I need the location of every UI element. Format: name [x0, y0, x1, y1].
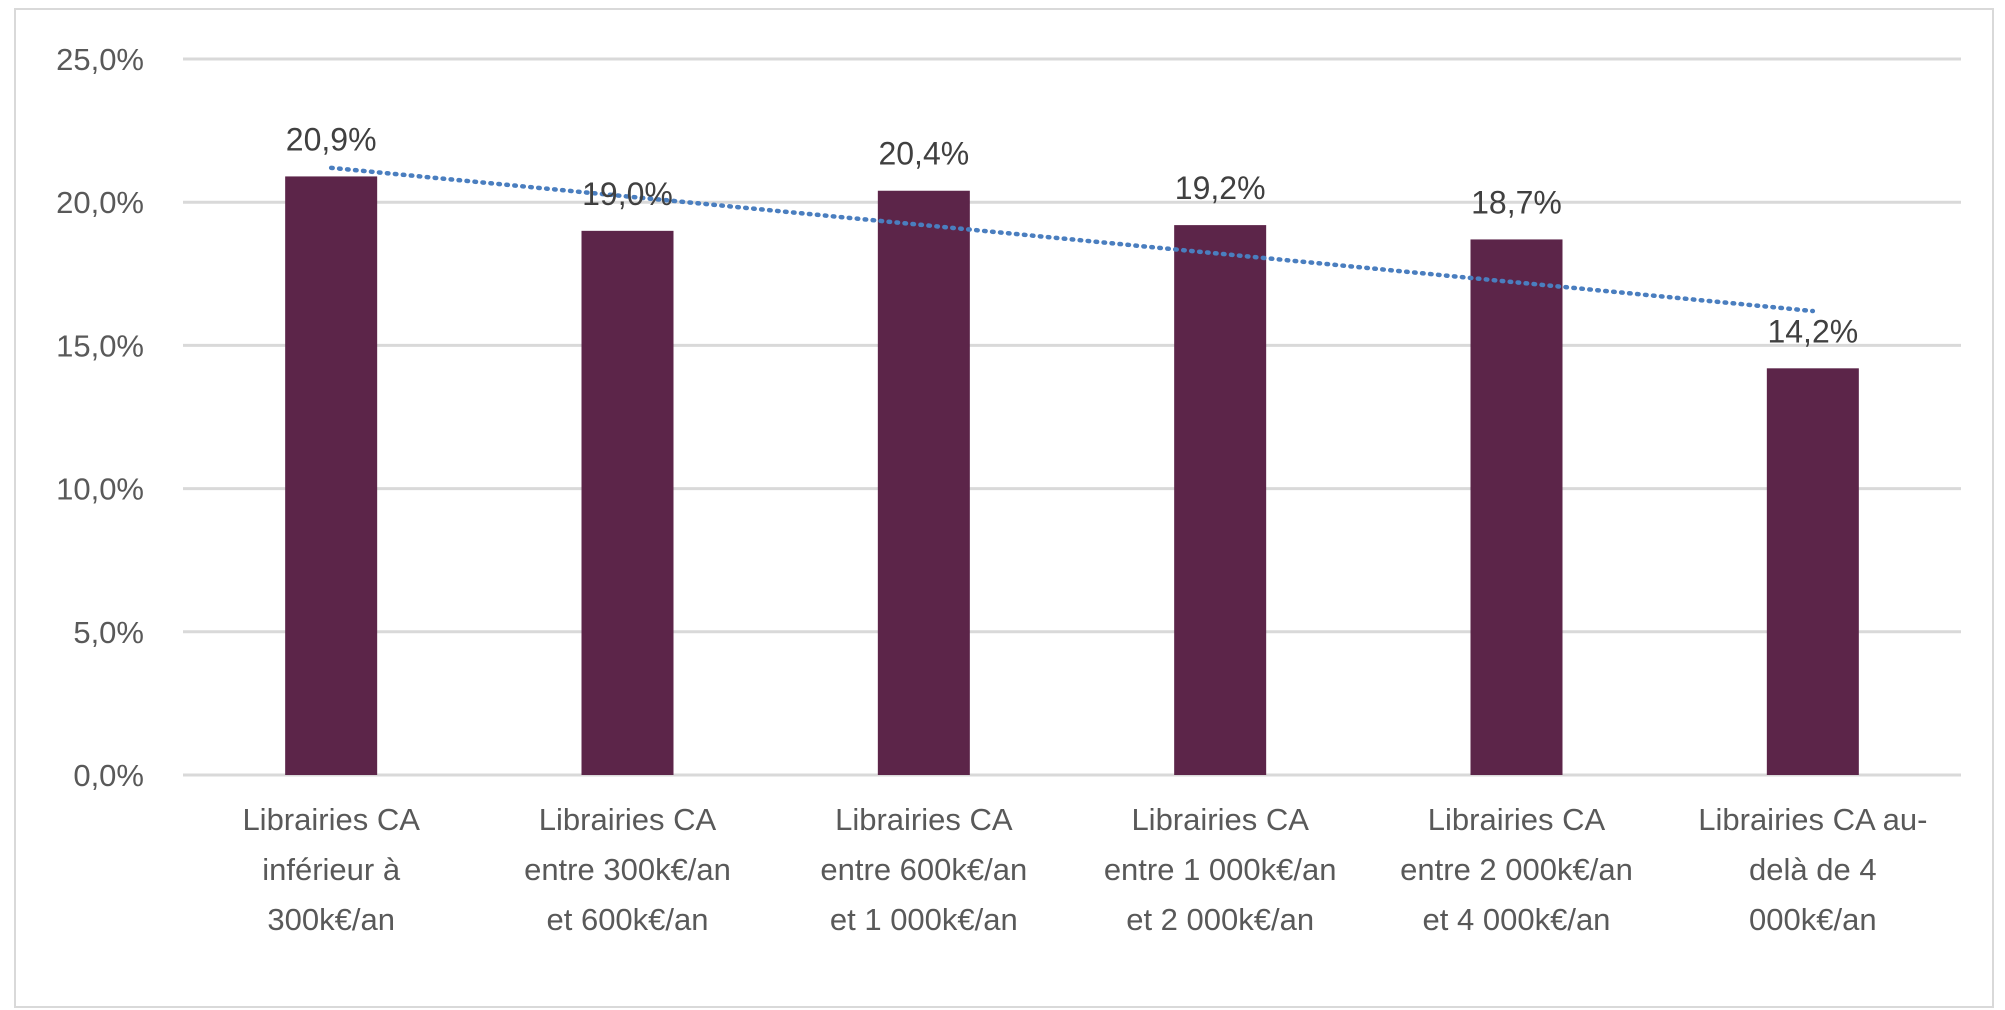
category-label-line: Librairies CA	[1428, 802, 1606, 837]
bar	[581, 230, 674, 776]
y-axis-tick-labels: 0,0% 5,0% 10,0% 15,0% 20,0% 25,0%	[56, 42, 144, 793]
category-label-line: Librairies CA	[242, 802, 420, 837]
category-label: Librairies CA entre 2 000k€/an et 4 000k€/…	[1400, 802, 1633, 937]
trendline-layer	[328, 165, 1816, 314]
y-tick-label: 15,0%	[56, 328, 144, 363]
category-label-line: entre 300k€/an	[524, 852, 731, 887]
data-label: 19,2%	[1175, 170, 1266, 206]
category-label-line: Librairies CA	[539, 802, 717, 837]
data-labels: 20,9% 19,0% 20,4% 19,2% 18,7% 14,2%	[286, 121, 1858, 349]
category-label-line: delà de 4	[1749, 852, 1877, 887]
data-label: 19,0%	[582, 176, 673, 212]
x-axis-category-labels: Librairies CA inférieur à 300k€/anLibrairi…	[242, 802, 1927, 937]
category-label: Librairies CA inférieur à 300k€/an	[242, 802, 420, 937]
category-label-line: Librairies CA au-	[1698, 802, 1927, 837]
category-label-line: et 4 000k€/an	[1423, 902, 1611, 937]
category-label-line: entre 600k€/an	[820, 852, 1027, 887]
category-label-line: Librairies CA	[835, 802, 1013, 837]
data-label: 18,7%	[1471, 184, 1562, 220]
category-label-line: entre 1 000k€/an	[1104, 852, 1337, 887]
data-label: 20,9%	[286, 121, 377, 157]
category-label: Librairies CA entre 600k€/an et 1 000k€/an	[820, 802, 1027, 937]
y-tick-label: 25,0%	[56, 42, 144, 77]
category-label-line: et 600k€/an	[546, 902, 708, 937]
category-label-line: inférieur à	[262, 852, 401, 887]
data-label: 20,4%	[878, 136, 969, 172]
chart-frame: 0,0% 5,0% 10,0% 15,0% 20,0% 25,0% 20,9% 19,0% 2…	[14, 8, 1994, 1008]
y-tick-label: 0,0%	[73, 758, 144, 793]
category-label: Librairies CA au-delà de 4 000k€/an	[1698, 802, 1927, 937]
y-tick-label: 5,0%	[73, 615, 144, 650]
category-label-line: 300k€/an	[267, 902, 395, 937]
bar	[877, 190, 970, 775]
bar	[285, 176, 378, 775]
y-tick-label: 10,0%	[56, 472, 144, 507]
category-label: Librairies CA entre 300k€/an et 600k€/an	[524, 802, 731, 937]
bar	[1470, 239, 1563, 775]
category-label-line: 000k€/an	[1749, 902, 1877, 937]
bar	[1174, 225, 1267, 775]
bar	[1766, 368, 1859, 775]
trendline	[328, 165, 1816, 314]
y-tick-label: 20,0%	[56, 185, 144, 220]
category-label-line: Librairies CA	[1131, 802, 1309, 837]
category-label-line: et 1 000k€/an	[830, 902, 1018, 937]
bars	[285, 176, 1859, 776]
category-label-line: entre 2 000k€/an	[1400, 852, 1633, 887]
bar-chart: 0,0%5,0%10,0%15,0%20,0%25,0% 20,9%19,0%2…	[56, 42, 1961, 937]
category-label-line: et 2 000k€/an	[1126, 902, 1314, 937]
category-label: Librairies CA entre 1 000k€/an et 2 000k€/…	[1104, 802, 1337, 937]
data-label: 14,2%	[1767, 313, 1858, 349]
gridlines	[183, 57, 1961, 777]
